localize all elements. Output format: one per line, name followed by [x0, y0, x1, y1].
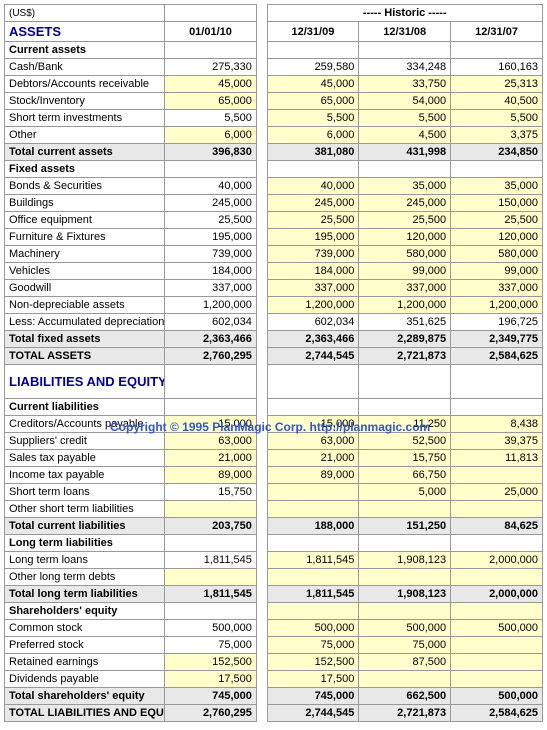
header-row-2: ASSETS 01/01/10 12/31/09 12/31/08 12/31/… — [5, 22, 543, 42]
historic-label: ----- Historic ----- — [267, 5, 542, 22]
currency-label: (US$) — [5, 5, 165, 22]
col-date-2: 12/31/09 — [267, 22, 359, 42]
current-assets-label: Current assets — [5, 42, 165, 59]
header-row-1: (US$) ----- Historic ----- — [5, 5, 543, 22]
liab-title: LIABILITIES AND EQUITY — [5, 365, 165, 399]
col-date-4: 12/31/07 — [451, 22, 543, 42]
col-date-1: 01/01/10 — [165, 22, 257, 42]
assets-title: ASSETS — [5, 22, 165, 42]
balance-sheet-table: (US$) ----- Historic ----- ASSETS 01/01/… — [4, 4, 543, 722]
col-date-3: 12/31/08 — [359, 22, 451, 42]
row-label: Cash/Bank — [5, 59, 165, 76]
